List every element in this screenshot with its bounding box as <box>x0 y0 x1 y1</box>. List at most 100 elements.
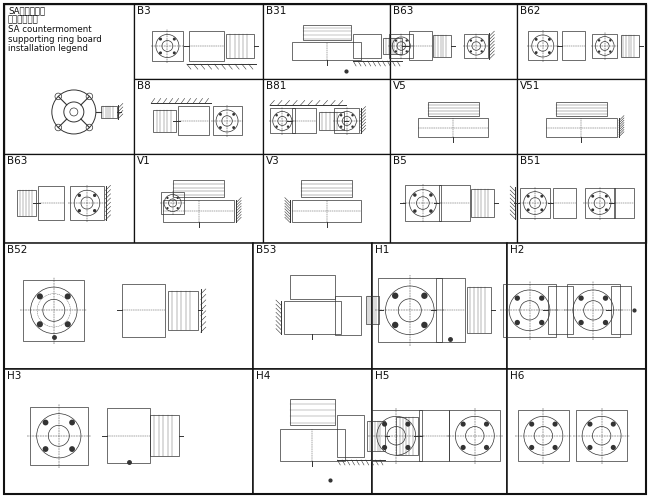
Circle shape <box>421 322 428 328</box>
Circle shape <box>392 322 398 328</box>
Circle shape <box>540 195 543 198</box>
Bar <box>436 278 465 342</box>
Circle shape <box>588 445 593 450</box>
Circle shape <box>413 209 417 213</box>
Circle shape <box>552 421 558 427</box>
Bar <box>405 185 441 221</box>
Bar <box>471 189 494 217</box>
Circle shape <box>43 420 49 425</box>
Circle shape <box>93 209 96 212</box>
Circle shape <box>603 320 608 325</box>
Circle shape <box>232 113 235 116</box>
Text: V5: V5 <box>393 81 407 91</box>
Circle shape <box>166 197 168 199</box>
Bar <box>396 416 418 455</box>
Bar <box>372 243 508 369</box>
Circle shape <box>43 446 49 452</box>
Bar <box>134 154 263 243</box>
Bar <box>502 283 556 337</box>
Text: installation legend: installation legend <box>8 44 88 53</box>
Circle shape <box>605 208 608 211</box>
Circle shape <box>421 292 428 299</box>
Bar <box>517 4 646 79</box>
Circle shape <box>526 195 530 198</box>
Bar <box>390 154 517 243</box>
Circle shape <box>65 321 71 327</box>
Text: B31: B31 <box>266 6 287 16</box>
Circle shape <box>598 39 601 42</box>
Circle shape <box>461 445 465 450</box>
Circle shape <box>93 194 96 197</box>
Bar <box>263 79 390 154</box>
Text: B63: B63 <box>7 156 27 166</box>
Bar <box>370 410 422 461</box>
Bar <box>168 291 198 330</box>
Circle shape <box>276 125 278 128</box>
Text: H4: H4 <box>256 371 270 380</box>
Bar <box>30 407 88 465</box>
Bar <box>153 110 177 132</box>
Bar <box>367 421 385 451</box>
Circle shape <box>351 125 354 128</box>
Bar <box>152 31 183 61</box>
Circle shape <box>552 445 558 450</box>
Circle shape <box>77 209 81 212</box>
Bar <box>517 154 646 243</box>
Text: B8: B8 <box>136 81 150 91</box>
Text: B62: B62 <box>520 6 540 16</box>
Bar <box>517 79 646 154</box>
Bar <box>290 398 335 425</box>
Bar <box>101 106 117 118</box>
Circle shape <box>429 209 433 213</box>
Bar <box>38 186 64 220</box>
Text: SA countermoment: SA countermoment <box>8 25 92 34</box>
Bar <box>390 4 517 79</box>
Text: V51: V51 <box>520 81 540 91</box>
Circle shape <box>37 293 43 299</box>
Circle shape <box>529 445 534 450</box>
Circle shape <box>535 51 538 54</box>
Circle shape <box>392 292 398 299</box>
Bar <box>173 180 224 197</box>
Circle shape <box>173 51 176 54</box>
Circle shape <box>526 208 530 211</box>
Bar <box>17 190 36 216</box>
Bar <box>253 243 372 369</box>
Bar <box>528 31 557 60</box>
Bar <box>270 109 295 133</box>
Bar <box>334 109 359 133</box>
Text: 环板安装图例: 环板安装图例 <box>8 15 39 24</box>
Circle shape <box>37 321 43 327</box>
Bar <box>280 429 345 461</box>
Circle shape <box>173 37 176 40</box>
Bar <box>409 31 432 60</box>
Circle shape <box>159 51 162 54</box>
Circle shape <box>480 39 483 42</box>
Bar <box>292 42 361 60</box>
Circle shape <box>540 208 543 211</box>
Bar <box>134 79 263 154</box>
Circle shape <box>603 295 608 301</box>
Circle shape <box>548 51 551 54</box>
Circle shape <box>219 113 222 116</box>
Circle shape <box>548 38 551 41</box>
Circle shape <box>461 421 465 427</box>
Bar <box>291 109 316 133</box>
Circle shape <box>429 193 433 197</box>
Text: supporting ring board: supporting ring board <box>8 34 102 43</box>
Bar <box>4 4 134 154</box>
Bar <box>556 102 607 117</box>
Text: B52: B52 <box>7 245 27 255</box>
Circle shape <box>276 114 278 117</box>
Circle shape <box>382 445 387 450</box>
Bar <box>378 278 442 342</box>
Circle shape <box>535 38 538 41</box>
Bar <box>584 188 614 218</box>
Text: H1: H1 <box>375 245 389 255</box>
Bar <box>70 186 104 220</box>
Circle shape <box>287 114 289 117</box>
Circle shape <box>605 195 608 198</box>
Bar <box>428 102 479 117</box>
Circle shape <box>578 320 584 325</box>
Bar <box>390 79 517 154</box>
